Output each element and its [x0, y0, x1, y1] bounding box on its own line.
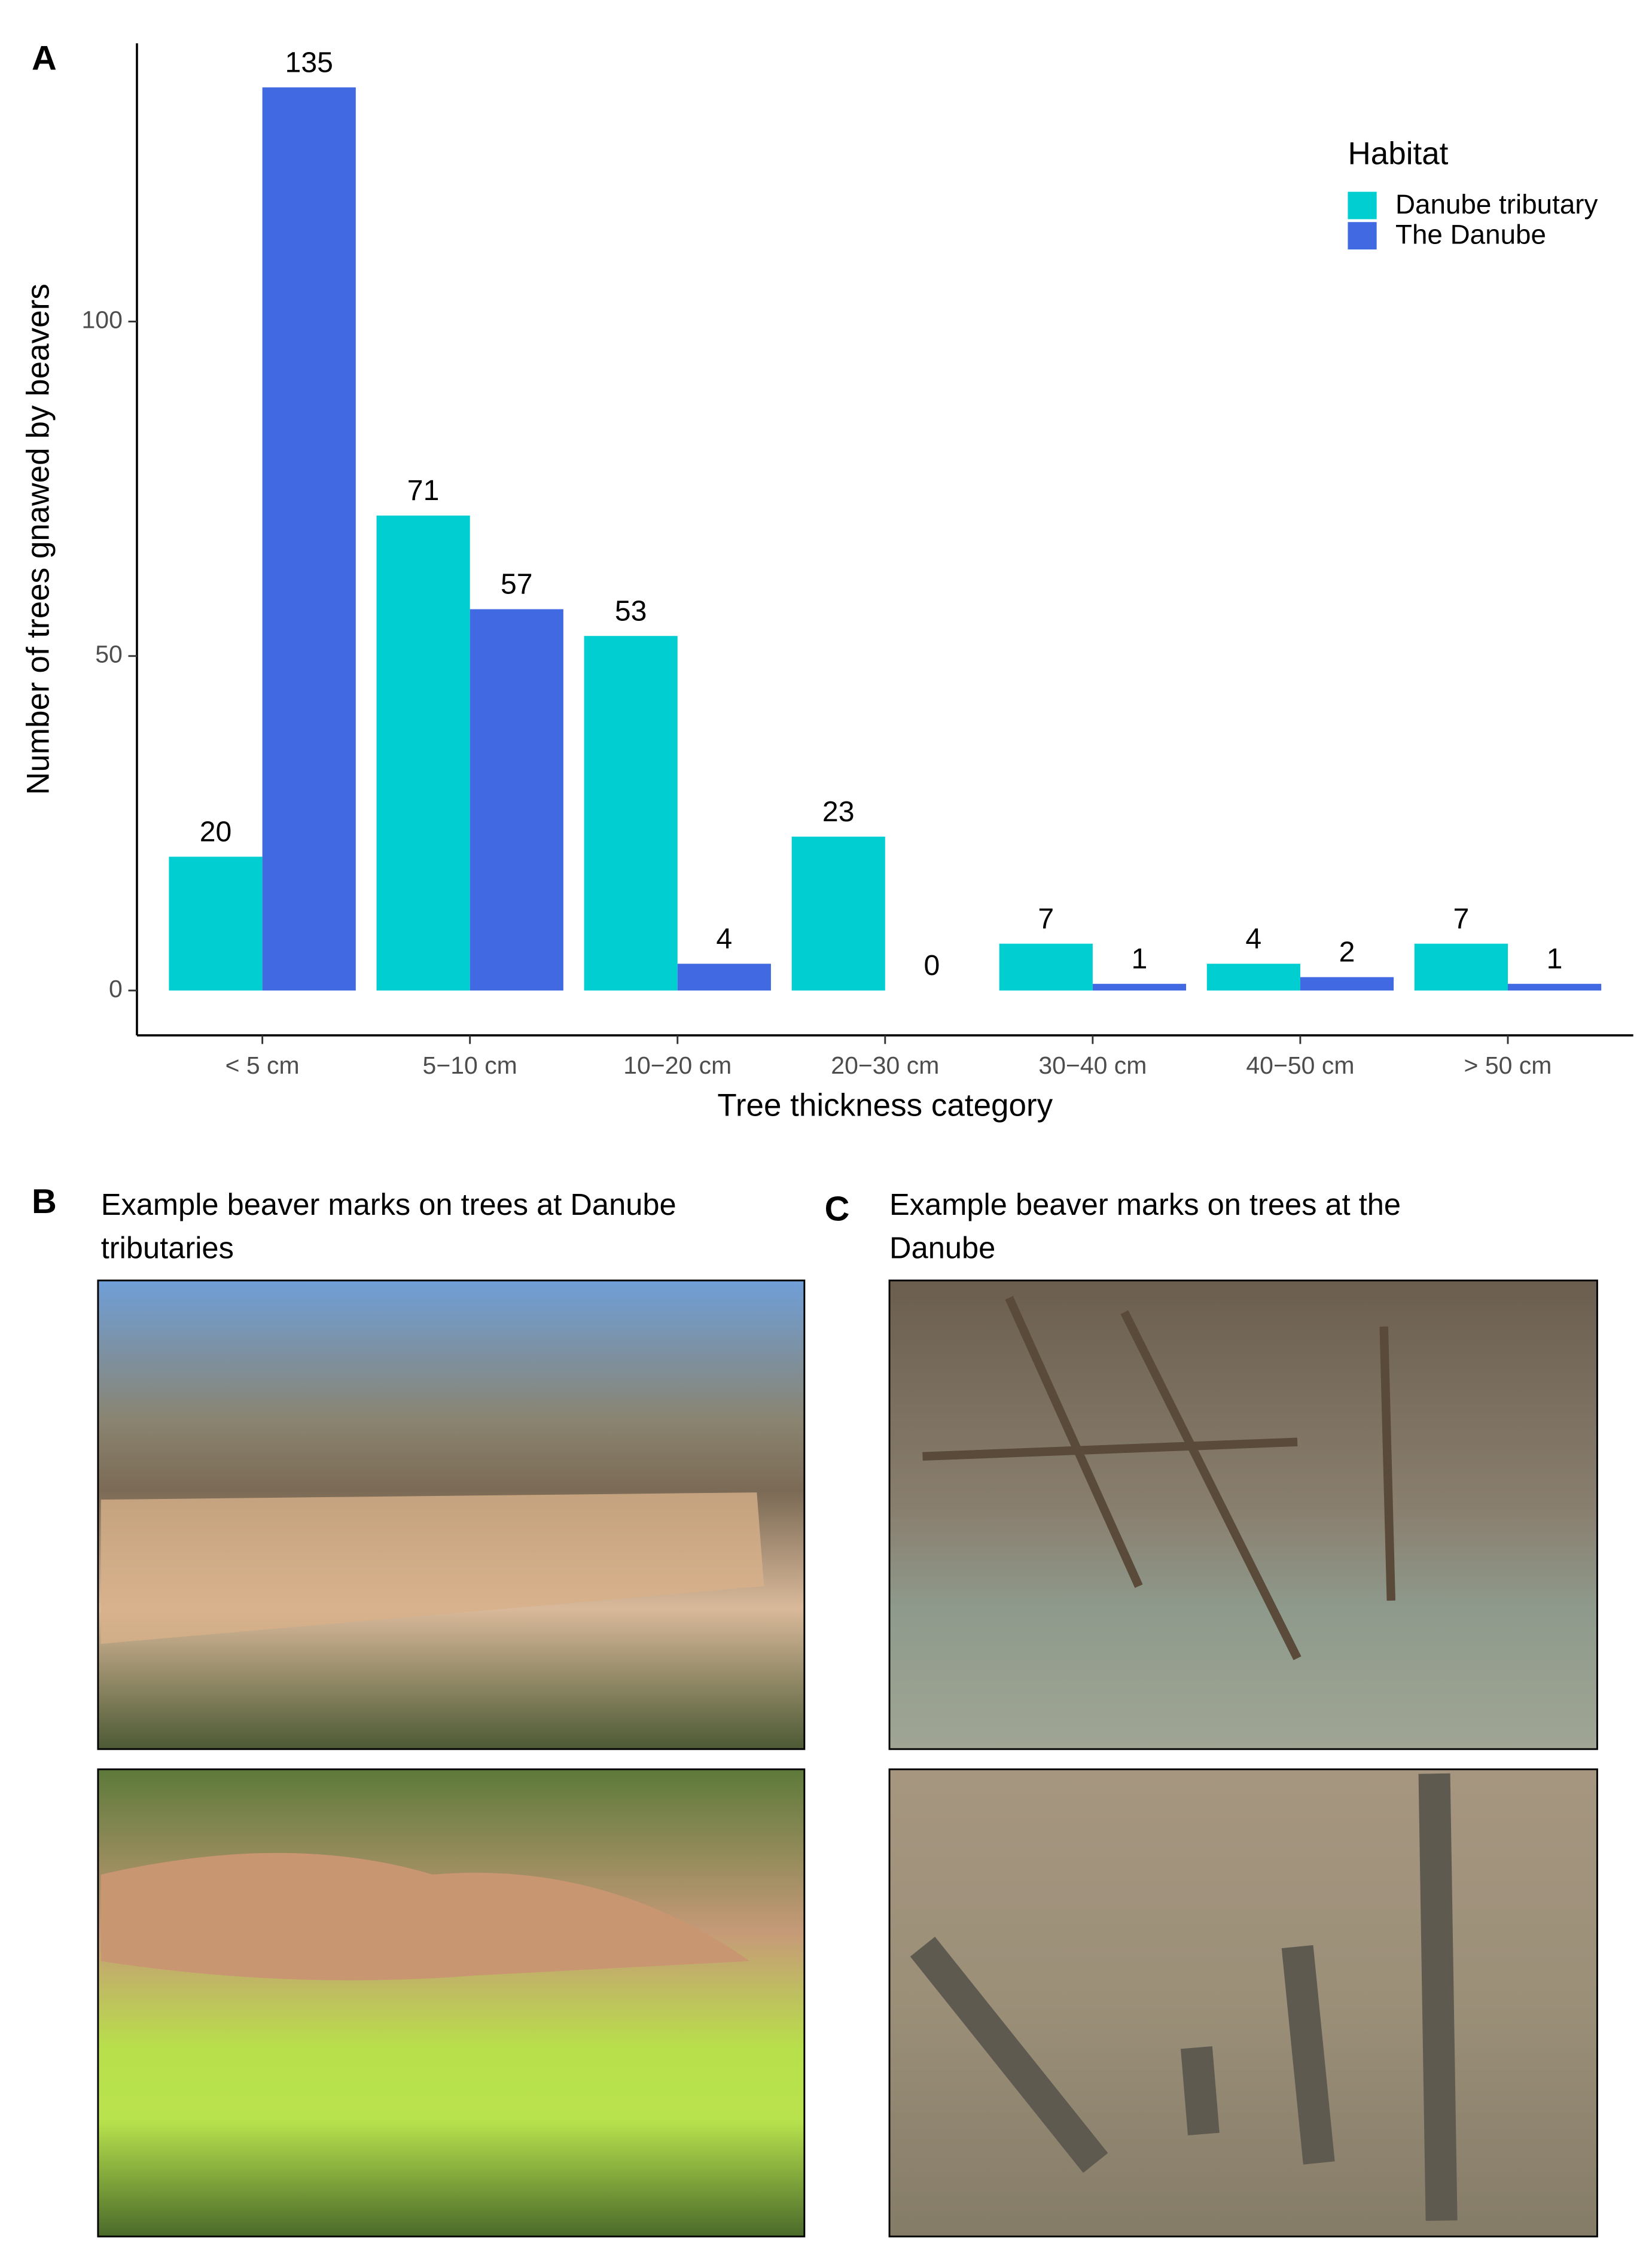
y-tick-label: 0	[109, 975, 123, 1002]
panel-title: Example beaver marks on trees at Danube	[101, 1187, 676, 1221]
bar	[1206, 964, 1300, 991]
x-tick-label: > 50 cm	[1464, 1052, 1552, 1079]
value-label: 1	[1132, 943, 1148, 975]
x-tick-label: 40−50 cm	[1246, 1052, 1354, 1079]
value-label: 0	[923, 949, 940, 982]
legend-title: Habitat	[1348, 136, 1448, 171]
bar	[791, 836, 885, 991]
value-label: 53	[615, 595, 647, 627]
panels: B Example beaver marks on trees at Danube…	[32, 1183, 1401, 1264]
bar	[1092, 983, 1187, 991]
bar	[1507, 983, 1602, 991]
x-tick-label: 10−20 cm	[623, 1052, 731, 1079]
x-tick-label: 20−30 cm	[831, 1052, 939, 1079]
bar-chart: 0 50 100 A Number of trees gnawed by beavers…	[20, 39, 1633, 1123]
legend-label: Danube tributary	[1395, 189, 1598, 220]
photo-detail	[100, 1852, 750, 1980]
y-axis-title: Number of trees gnawed by beavers	[20, 284, 56, 795]
y-tick-label: 50	[95, 641, 123, 668]
photo-detail	[910, 1773, 1458, 2221]
photo-detail	[100, 1492, 764, 1644]
panel-title: Example beaver marks on trees at the	[889, 1187, 1401, 1221]
legend-label: The Danube	[1395, 219, 1546, 249]
legend-key	[1348, 222, 1377, 250]
value-label: 7	[1038, 903, 1054, 935]
value-label: 23	[822, 796, 855, 828]
photo	[97, 1768, 806, 2238]
bar	[376, 515, 470, 991]
value-label: 4	[716, 922, 732, 955]
bar	[677, 964, 771, 991]
legend-key	[1348, 191, 1377, 220]
x-axis-title: Tree thickness category	[717, 1087, 1053, 1123]
value-label: 2	[1339, 936, 1355, 968]
value-label: 135	[285, 46, 333, 78]
bar	[262, 87, 356, 991]
x-tick-label: < 5 cm	[225, 1052, 300, 1079]
bar	[1300, 977, 1394, 991]
photo-detail	[922, 1296, 1395, 1660]
x-tick-label: 5−10 cm	[423, 1052, 517, 1079]
bar	[999, 943, 1093, 991]
value-label: 57	[501, 568, 533, 601]
bar	[584, 636, 678, 991]
panel-label: C	[825, 1190, 850, 1228]
value-label: 71	[407, 474, 440, 507]
value-label: 1	[1547, 943, 1563, 975]
bar	[470, 609, 563, 991]
value-label: 4	[1245, 922, 1261, 955]
value-label: 20	[200, 815, 232, 848]
panel-title: Danube	[889, 1230, 995, 1264]
photo	[888, 1279, 1598, 1750]
bar	[169, 857, 263, 991]
panel-label: B	[32, 1183, 57, 1221]
panel-title: tributaries	[101, 1230, 234, 1264]
value-label: 7	[1453, 903, 1469, 935]
y-tick-label: 100	[82, 306, 123, 333]
x-tick-label: 30−40 cm	[1038, 1052, 1147, 1079]
bar	[1414, 943, 1508, 991]
panel-label: A	[32, 39, 57, 78]
photo	[888, 1768, 1598, 2238]
